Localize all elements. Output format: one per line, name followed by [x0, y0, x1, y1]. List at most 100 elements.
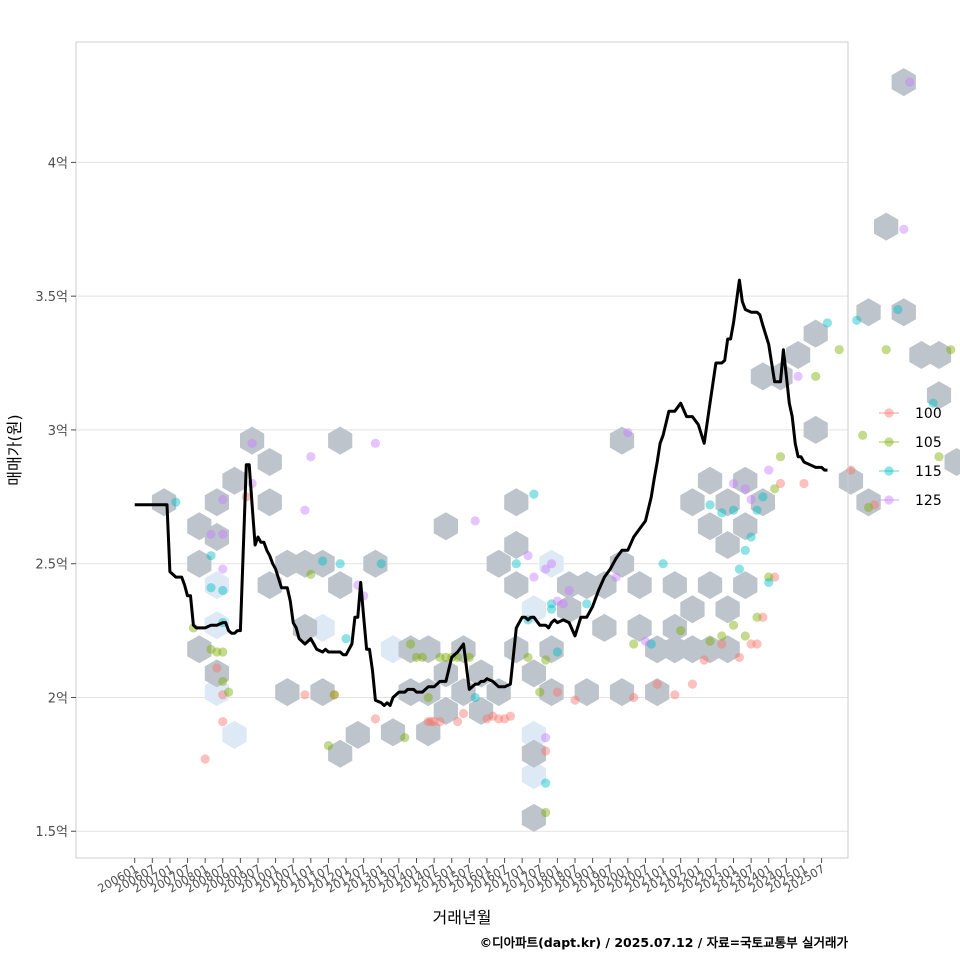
y-axis: 1.5억 2억 2.5억 3억 3.5억 4억	[35, 156, 76, 840]
trend-line	[134, 278, 828, 707]
point-115	[746, 532, 756, 542]
point-105	[775, 452, 786, 462]
x-axis: 2006012006072007012007072008012008072009…	[95, 858, 827, 896]
point-125	[523, 551, 533, 561]
hexbin-layer	[151, 68, 960, 832]
point-105	[464, 652, 474, 662]
y-axis-title: 매매가(원)	[5, 414, 24, 485]
point-115	[928, 398, 938, 408]
hexbin-dark	[662, 571, 687, 600]
hexbin-dark	[697, 466, 723, 495]
point-115	[658, 559, 668, 569]
point-100	[218, 690, 228, 700]
point-100	[687, 679, 698, 689]
hexbin-dark	[486, 549, 511, 578]
hexbin-dark	[662, 613, 687, 642]
point-105	[934, 452, 944, 462]
hexbin-light	[222, 720, 247, 749]
point-100	[541, 746, 551, 756]
point-115	[206, 583, 216, 593]
point-105	[417, 652, 427, 662]
hexbin-dark	[715, 488, 740, 517]
point-105	[541, 655, 551, 665]
hexbin-dark	[521, 739, 546, 768]
hexbin-dark	[926, 381, 952, 410]
point-100	[426, 716, 436, 727]
point-105	[406, 639, 416, 649]
point-105	[206, 644, 216, 654]
point-115	[541, 778, 551, 788]
hexbin-dark	[697, 571, 723, 600]
hexbin-dark	[328, 739, 353, 768]
point-125	[529, 572, 539, 582]
point-100	[212, 663, 222, 673]
y-tick-label: 2억	[48, 691, 68, 706]
point-105	[329, 690, 339, 700]
point-100	[570, 695, 580, 705]
point-100	[717, 639, 727, 649]
point-100	[494, 714, 504, 724]
point-105	[705, 636, 715, 646]
point-125	[541, 564, 551, 574]
hexbin-dark	[275, 678, 300, 707]
point-115	[764, 577, 774, 588]
point-115	[376, 559, 386, 569]
point-105	[218, 647, 228, 657]
point-100	[499, 714, 510, 724]
point-125	[623, 428, 633, 438]
hexbin-dark	[469, 696, 494, 725]
hexbin-dark	[733, 571, 758, 600]
point-105	[541, 807, 551, 818]
legend-key-dot-105	[884, 437, 894, 447]
point-105	[717, 631, 727, 641]
hexbin-dark	[944, 448, 960, 476]
hexbin-dark	[592, 613, 617, 642]
hexbin-dark	[891, 68, 916, 97]
hexbin-dark	[433, 696, 458, 725]
hexbin-dark	[891, 298, 916, 327]
point-115	[582, 599, 592, 609]
hexbin-dark	[204, 488, 229, 517]
point-105	[423, 692, 433, 703]
hexbin-dark	[574, 678, 599, 707]
hexbin-dark	[539, 635, 564, 664]
point-100	[670, 690, 680, 700]
hexbin-dark	[838, 466, 864, 495]
hexbin-dark	[187, 635, 212, 664]
point-125	[740, 484, 750, 494]
point-125	[764, 465, 774, 475]
point-115	[717, 508, 727, 518]
hexbin-dark	[539, 678, 564, 707]
point-105	[323, 741, 334, 751]
point-125	[370, 438, 381, 448]
hexbin-light	[539, 549, 564, 578]
point-100	[329, 690, 339, 700]
hexbin-dark	[345, 720, 370, 749]
hexbin-dark	[733, 466, 758, 495]
point-125	[470, 516, 480, 526]
y-tick-label: 3.5억	[35, 290, 68, 305]
point-115	[341, 634, 351, 644]
point-105	[740, 631, 750, 641]
point-100	[869, 500, 880, 510]
hexbin-dark	[363, 549, 388, 578]
point-100	[505, 711, 516, 721]
hexbin-dark	[680, 595, 705, 624]
point-100	[200, 754, 210, 764]
point-100	[370, 714, 381, 724]
hexbin-dark	[803, 415, 828, 444]
panel-background	[76, 42, 848, 858]
hexbin-dark	[504, 488, 529, 517]
point-100	[629, 692, 639, 703]
hexbin-dark	[715, 595, 740, 624]
hexbin-dark	[433, 512, 458, 541]
point-115	[728, 505, 739, 515]
point-125	[306, 452, 316, 462]
point-105	[946, 345, 956, 355]
point-105	[218, 676, 228, 687]
point-105	[863, 502, 874, 513]
point-125	[558, 599, 568, 609]
point-100	[458, 708, 469, 719]
point-125	[640, 636, 651, 646]
